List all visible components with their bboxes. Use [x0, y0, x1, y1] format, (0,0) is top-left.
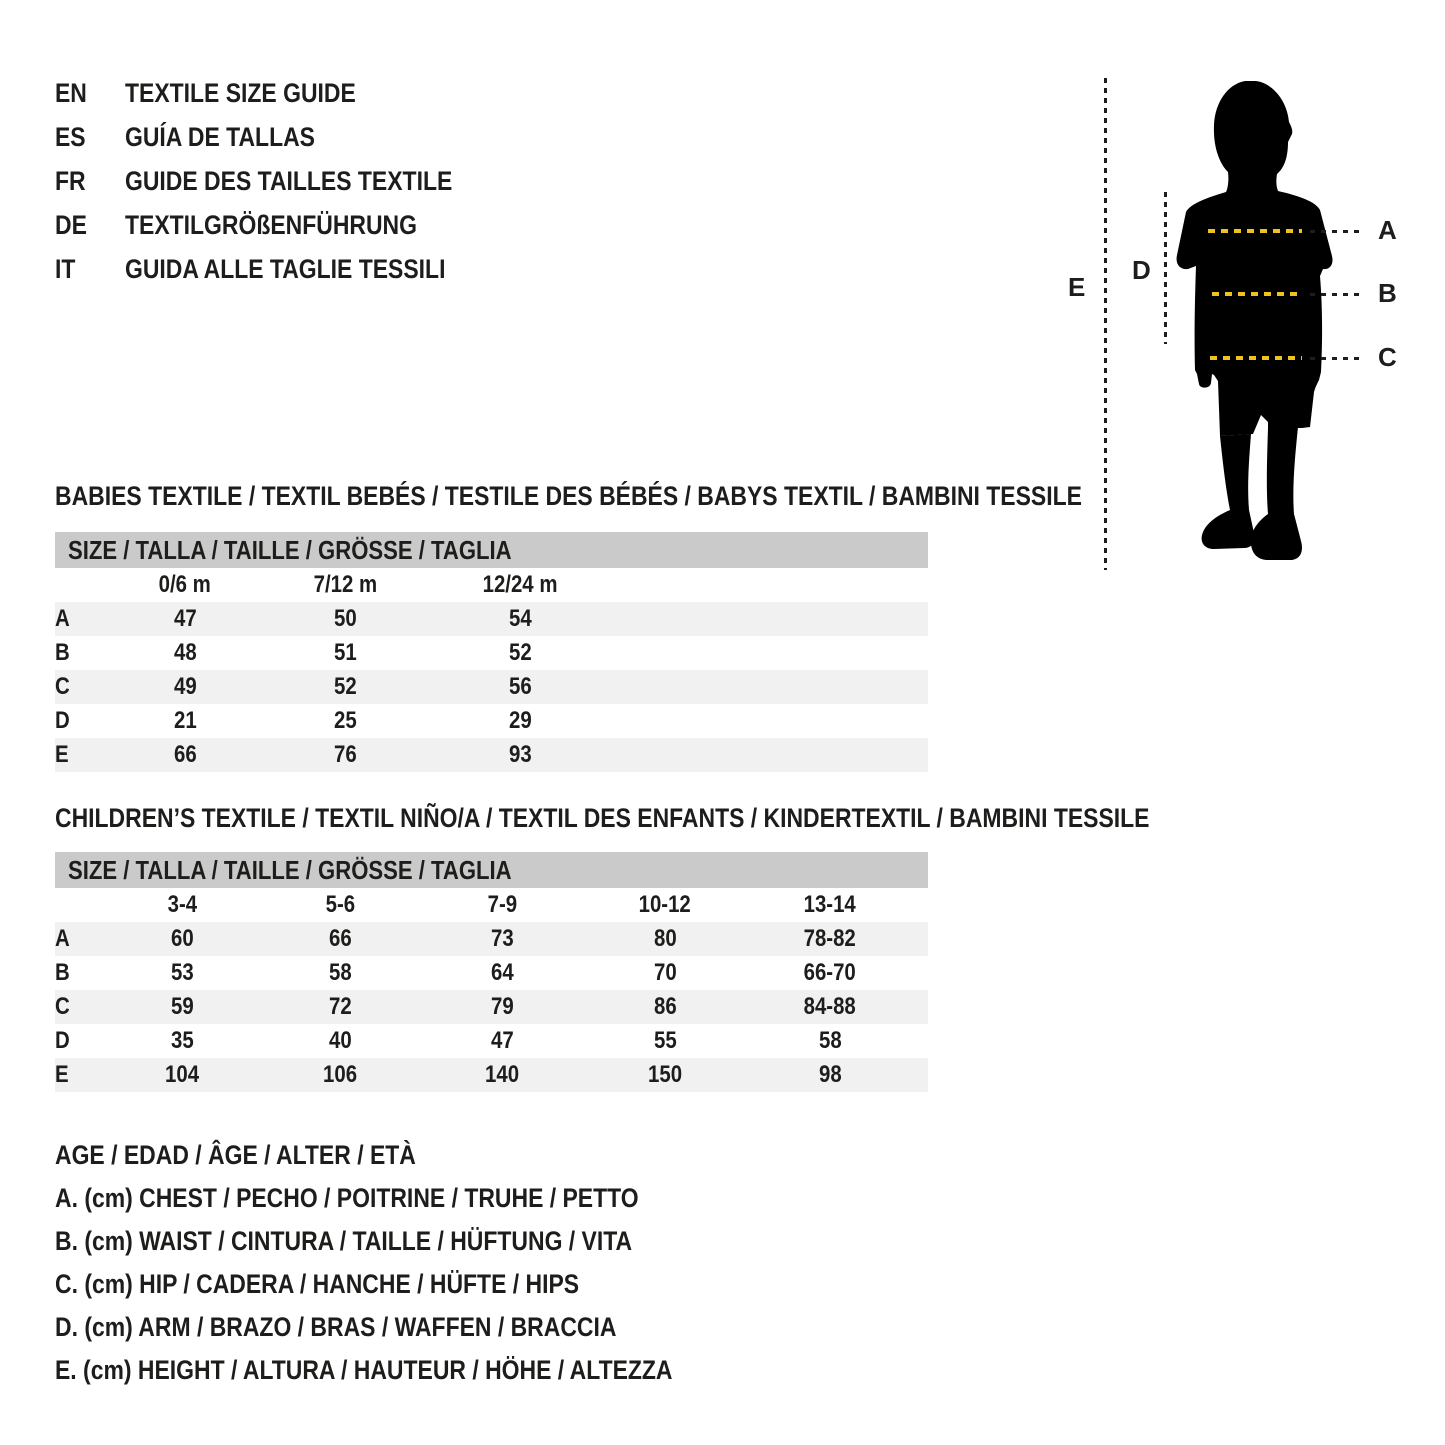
children-section-heading: CHILDREN’S TEXTILE / TEXTIL NIÑO/A / TEX… [55, 803, 1150, 833]
measurement-legend: AGE / EDAD / ÂGE / ALTER / ETÀ A. (cm) C… [55, 1134, 781, 1392]
children-col-2: 7-9 [487, 891, 518, 918]
lang-row-it: IT GUIDA ALLE TAGLIE TESSILI [55, 247, 510, 291]
lang-code-fr: FR [55, 165, 86, 196]
lang-title-de: TEXTILGRÖßENFÜHRUNG [125, 209, 417, 240]
children-row-b: B 53 58 64 70 66-70 [55, 959, 857, 986]
arm-measure-line-d [1164, 192, 1167, 344]
legend-chest-a: A. (cm) CHEST / PECHO / POITRINE / TRUHE… [55, 1183, 639, 1213]
children-col-3: 10-12 [638, 891, 692, 918]
children-col-4: 13-14 [803, 891, 857, 918]
hip-measure-line-c [1210, 356, 1302, 360]
waist-measure-line-b [1212, 292, 1302, 296]
child-silhouette [1176, 81, 1333, 560]
waist-measure-leader-b [1310, 293, 1364, 296]
chest-measure-leader-a [1310, 230, 1364, 233]
lang-title-it: GUIDA ALLE TAGLIE TESSILI [125, 253, 446, 284]
legend-height-e: E. (cm) HEIGHT / ALTURA / HAUTEUR / HÖHE… [55, 1355, 673, 1385]
children-col-0: 3-4 [167, 891, 198, 918]
lang-code-de: DE [55, 209, 87, 240]
babies-row-e: E 66 76 93 [55, 738, 928, 772]
language-title-list: EN TEXTILE SIZE GUIDE ES GUÍA DE TALLAS … [55, 71, 510, 291]
lang-code-en: EN [55, 77, 87, 108]
babies-row-a: A 47 50 54 [55, 602, 928, 636]
children-row-e: E 104 106 140 150 98 [55, 1058, 928, 1092]
babies-col-1: 7/12 m [313, 571, 377, 598]
babies-col-0: 0/6 m [158, 571, 212, 598]
measure-label-e: E [1068, 272, 1086, 302]
lang-code-es: ES [55, 121, 86, 152]
children-row-d: D 35 40 47 55 58 [55, 1027, 842, 1054]
measure-label-a: A [1378, 215, 1397, 245]
measure-label-d: D [1132, 255, 1151, 285]
children-column-header-row: 3-4 5-6 7-9 10-12 13-14 [55, 888, 928, 922]
hip-measure-leader-c [1310, 357, 1364, 360]
legend-age: AGE / EDAD / ÂGE / ALTER / ETÀ [55, 1140, 416, 1170]
lang-title-en: TEXTILE SIZE GUIDE [125, 77, 356, 108]
babies-size-header-bar: SIZE / TALLA / TAILLE / GRÖSSE / TAGLIA [55, 532, 928, 568]
babies-row-c: C 49 52 56 [55, 670, 928, 704]
babies-col-2: 12/24 m [482, 571, 558, 598]
children-col-1: 5-6 [325, 891, 355, 918]
children-size-table: SIZE / TALLA / TAILLE / GRÖSSE / TAGLIA … [55, 852, 928, 1092]
measure-label-b: B [1378, 278, 1397, 308]
lang-row-de: DE TEXTILGRÖßENFÜHRUNG [55, 203, 510, 247]
chest-measure-line-a [1208, 229, 1302, 233]
measure-label-c: C [1378, 342, 1397, 372]
lang-row-fr: FR GUIDE DES TAILLES TEXTILE [55, 159, 510, 203]
lang-code-it: IT [55, 253, 76, 284]
lang-row-es: ES GUÍA DE TALLAS [55, 115, 510, 159]
lang-title-fr: GUIDE DES TAILLES TEXTILE [125, 165, 453, 196]
children-row-a: A 60 66 73 80 78-82 [55, 922, 928, 956]
children-size-header-bar: SIZE / TALLA / TAILLE / GRÖSSE / TAGLIA [55, 852, 928, 888]
babies-column-header-row: 0/6 m 7/12 m 12/24 m [55, 568, 928, 602]
height-measure-line-e [1104, 78, 1107, 570]
lang-title-es: GUÍA DE TALLAS [125, 121, 315, 152]
babies-section-heading: BABIES TEXTILE / TEXTIL BEBÉS / TESTILE … [55, 481, 1082, 511]
babies-row-b: B 48 51 52 [55, 639, 532, 666]
babies-size-table: SIZE / TALLA / TAILLE / GRÖSSE / TAGLIA … [55, 532, 928, 772]
babies-row-d: D 21 25 29 [55, 707, 532, 734]
lang-row-en: EN TEXTILE SIZE GUIDE [55, 71, 510, 115]
legend-waist-b: B. (cm) WAIST / CINTURA / TAILLE / HÜFTU… [55, 1226, 633, 1256]
legend-hip-c: C. (cm) HIP / CADERA / HANCHE / HÜFTE / … [55, 1269, 580, 1299]
legend-arm-d: D. (cm) ARM / BRAZO / BRAS / WAFFEN / BR… [55, 1312, 617, 1342]
children-row-c: C 59 72 79 86 84-88 [55, 990, 928, 1024]
